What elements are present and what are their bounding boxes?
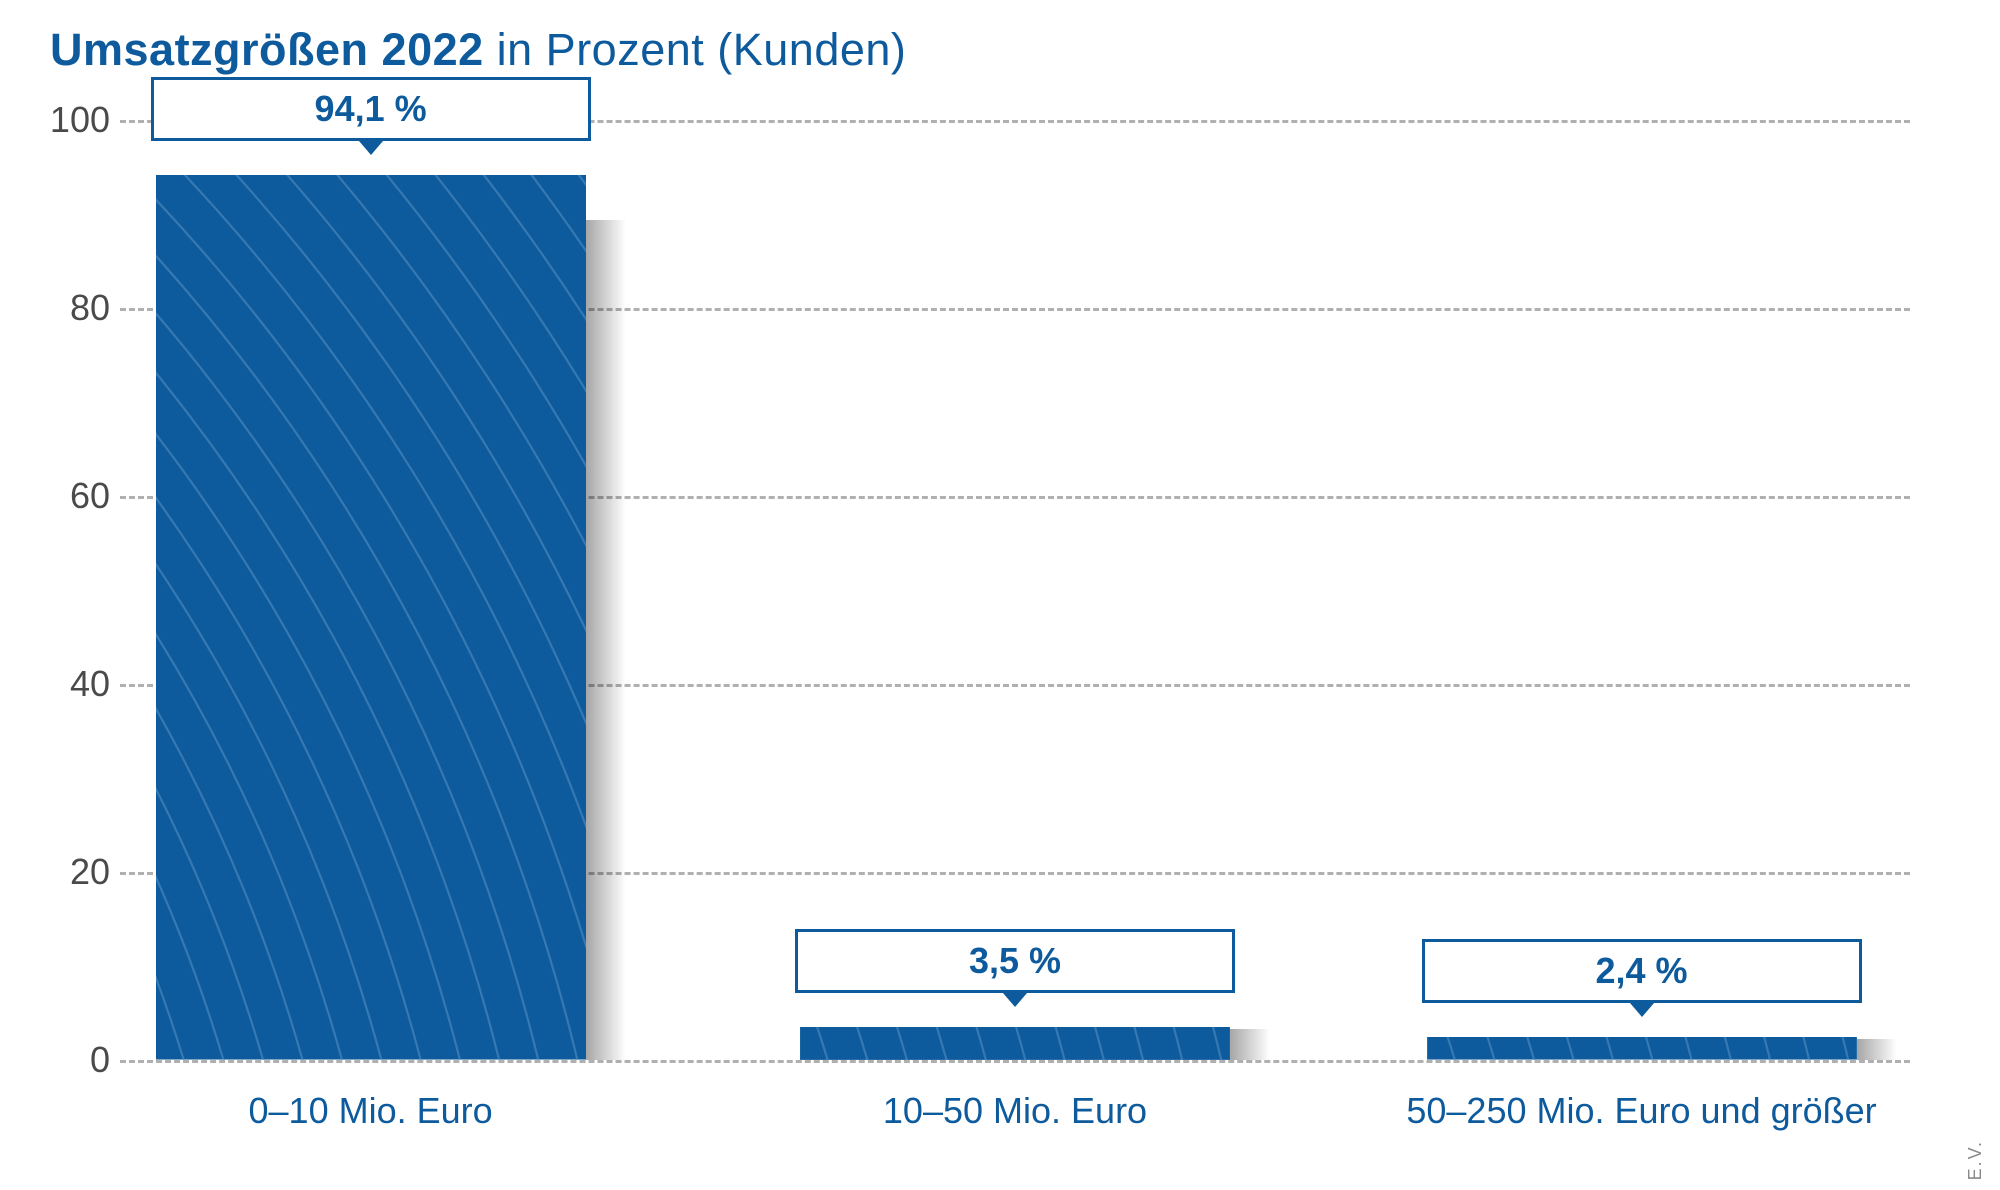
bar [800, 1027, 1230, 1060]
value-callout: 94,1 % [151, 77, 591, 141]
y-axis-tick: 20 [30, 851, 110, 893]
x-axis-label: 50–250 Mio. Euro und größer [1406, 1090, 1876, 1132]
plot-area: 02040608010094,1 %0–10 Mio. Euro3,5 %10–… [120, 120, 1910, 1060]
bar [156, 175, 586, 1060]
chart-title-light: in Prozent (Kunden) [484, 24, 907, 75]
callout-arrow-icon [1630, 1003, 1654, 1017]
y-axis-tick: 40 [30, 663, 110, 705]
callout-arrow-icon [359, 141, 383, 155]
callout-arrow-icon [1003, 993, 1027, 1007]
bar-shadow [586, 220, 626, 1060]
value-callout: 2,4 % [1422, 939, 1862, 1003]
value-callout: 3,5 % [795, 929, 1235, 993]
bar-group: 94,1 %0–10 Mio. Euro [156, 120, 586, 1060]
y-axis-tick: 80 [30, 287, 110, 329]
attribution-text: DEUTSCHER FACTORING VERBAND E.V. [1965, 1140, 1986, 1190]
y-axis-tick: 100 [30, 99, 110, 141]
x-axis-label: 10–50 Mio. Euro [883, 1090, 1147, 1132]
x-axis-label: 0–10 Mio. Euro [249, 1090, 493, 1132]
bar-group: 2,4 %50–250 Mio. Euro und größer [1427, 120, 1857, 1060]
bar [1427, 1037, 1857, 1060]
bar-group: 3,5 %10–50 Mio. Euro [800, 120, 1230, 1060]
bar-shadow [1230, 1029, 1270, 1060]
bar-shadow [1857, 1039, 1897, 1060]
chart-title-strong: Umsatzgrößen 2022 [50, 24, 484, 75]
chart-title: Umsatzgrößen 2022 in Prozent (Kunden) [50, 24, 906, 76]
chart-container: Umsatzgrößen 2022 in Prozent (Kunden) 0 2… [0, 0, 2000, 1190]
y-axis-tick: 0 [30, 1039, 110, 1081]
y-axis-tick: 60 [30, 475, 110, 517]
grid-line [120, 1060, 1910, 1063]
